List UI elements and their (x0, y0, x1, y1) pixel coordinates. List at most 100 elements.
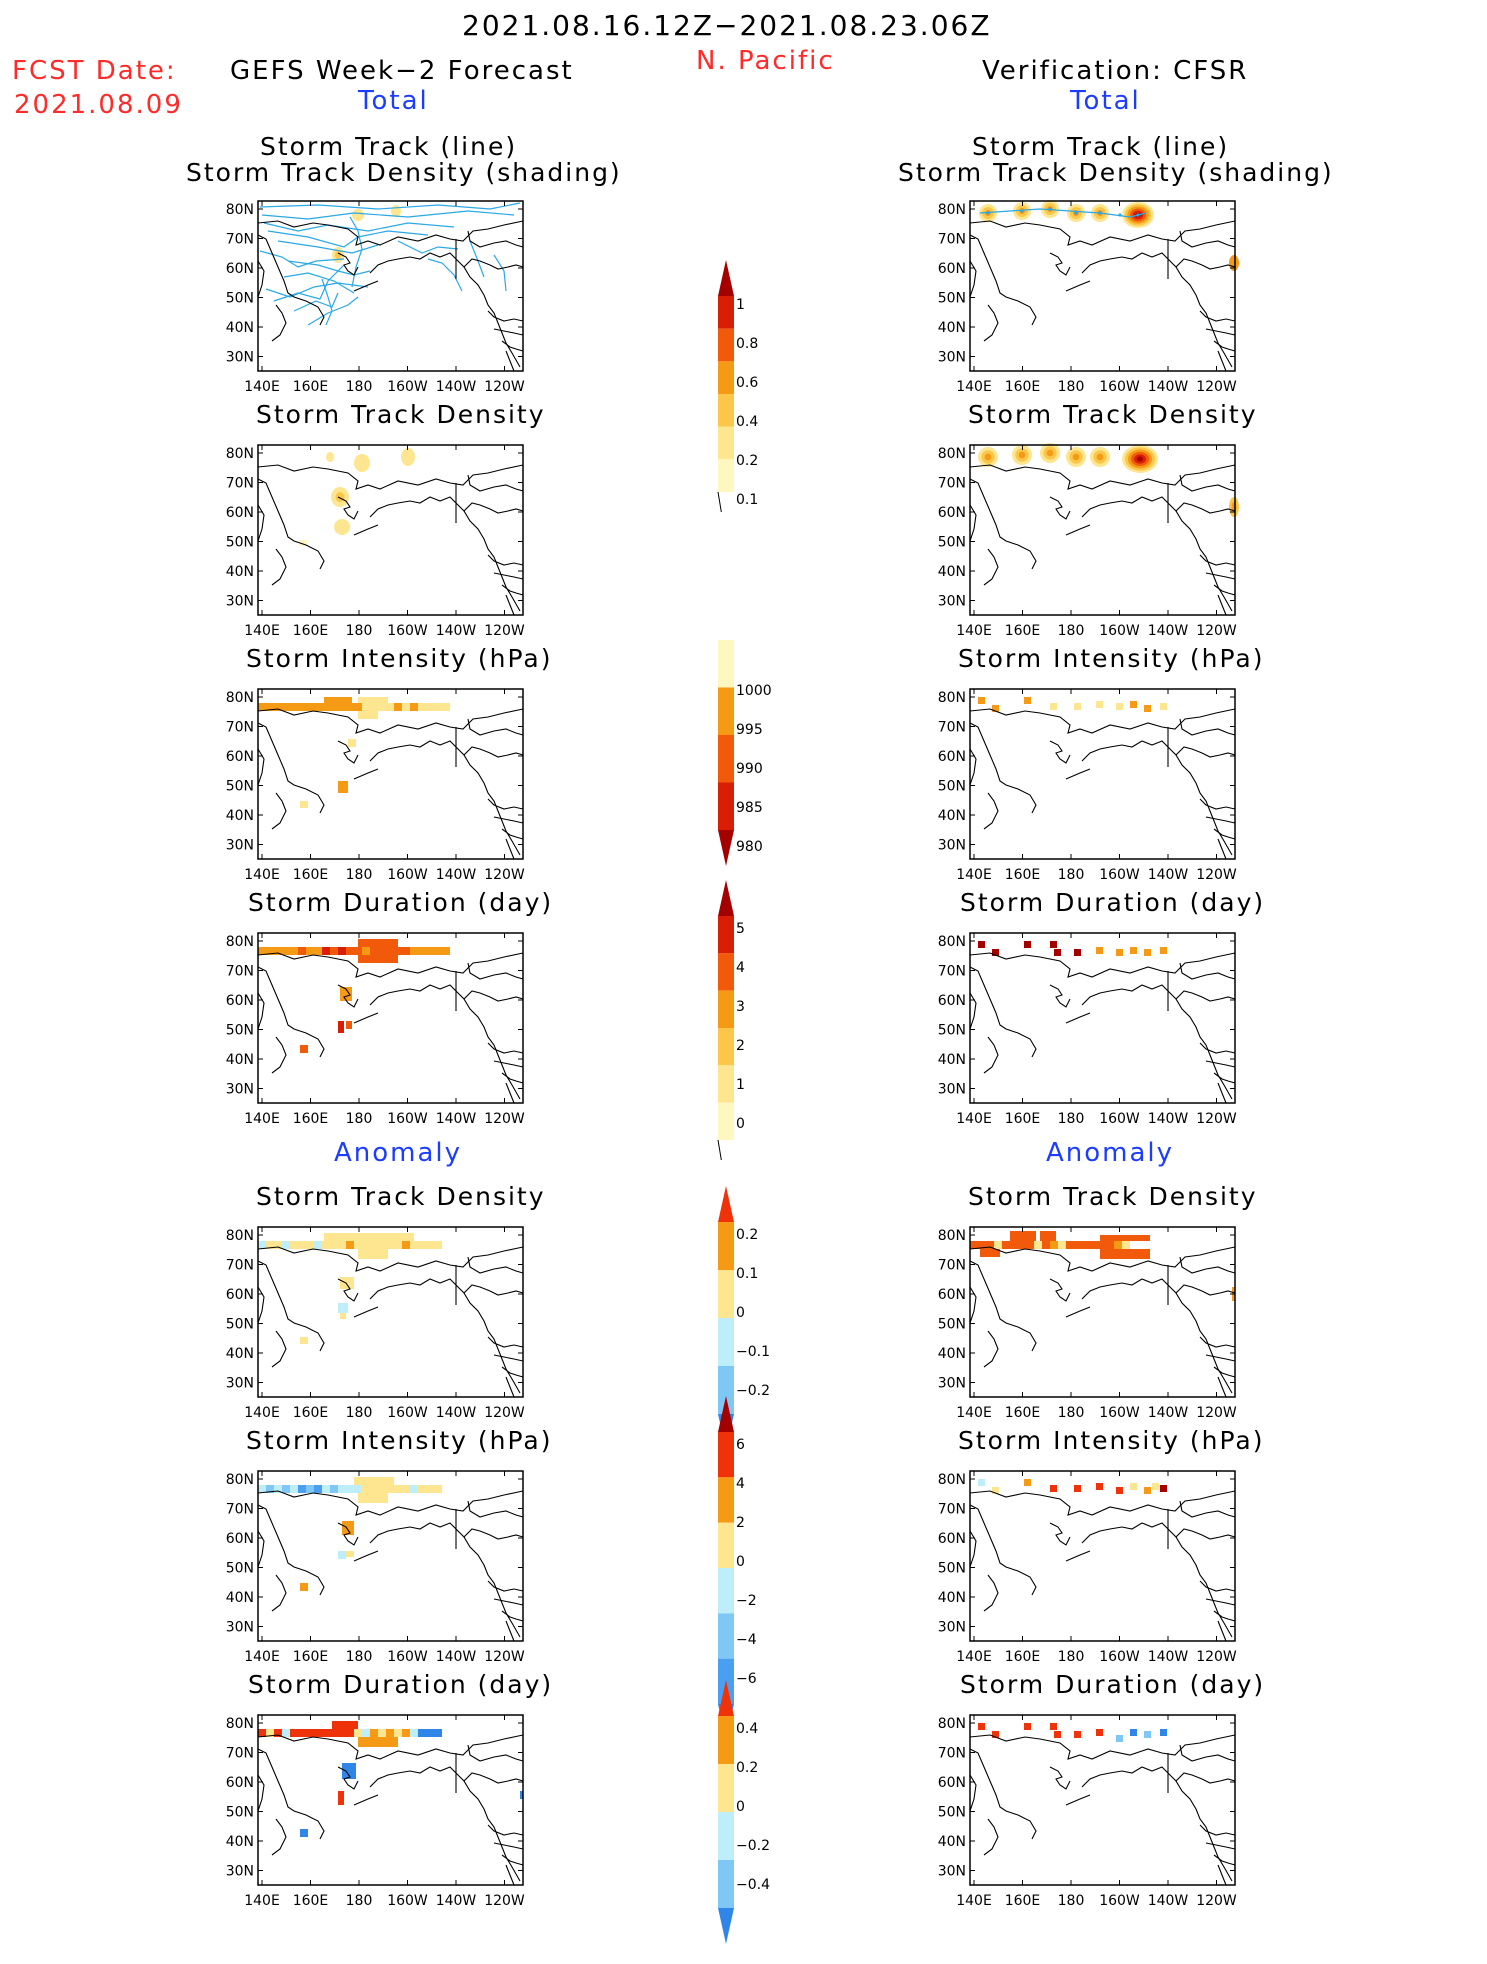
lon-tick-label: 140E (244, 623, 280, 639)
grid-cell (282, 947, 290, 955)
grid-cell (442, 947, 450, 955)
lon-tick-label: 160E (293, 1111, 329, 1127)
grid-cell (370, 1241, 378, 1249)
grid-cell (1074, 703, 1081, 710)
coastline (1205, 1060, 1236, 1068)
coastline (271, 1574, 287, 1612)
map-left-anom-intensity: 80N 70N 60N 50N 40N 30N 140E 160E 180 160W 140W 120… (208, 1466, 528, 1676)
lon-tick-label: 140W (436, 1111, 477, 1127)
map-svg: 80N 70N 60N 50N 40N 30N 140E 160E 180 160W 140W 120… (938, 932, 1237, 1127)
density-blob (984, 453, 992, 461)
grid-cell (358, 939, 398, 947)
map-right-track: 80N 70N 60N 50N 40N 30N 140E 160E 180 160W 140W 120… (920, 196, 1240, 406)
storm-track-line (273, 264, 345, 302)
grid-cell (1100, 1249, 1150, 1259)
colorbar-arrow-bottom (718, 1908, 734, 1944)
grid-cell (402, 1485, 410, 1493)
lon-tick-label: 160W (1099, 623, 1140, 639)
grid-cell (362, 1729, 370, 1737)
grid-cell (1096, 1729, 1103, 1736)
coastline (271, 304, 287, 342)
colorbar-segment (718, 735, 734, 783)
grid-cell (298, 1241, 306, 1249)
coastline (969, 260, 977, 298)
coastline (1049, 252, 1071, 276)
lat-tick-label: 60N (938, 261, 966, 277)
grid-cell (434, 1241, 442, 1249)
coastline (1217, 838, 1227, 860)
grid-cell (354, 703, 362, 711)
coastline (467, 1256, 524, 1274)
lat-tick-label: 60N (938, 1531, 966, 1547)
grid-cell (330, 1729, 338, 1737)
grid-cell (386, 1729, 394, 1737)
density-blob (1046, 449, 1054, 457)
grid-cell (434, 947, 442, 955)
lon-tick-label: 160E (1005, 379, 1041, 395)
density-blob (354, 454, 370, 472)
map-right-density: 80N 70N 60N 50N 40N 30N 140E 160E 180 160W 140W 120… (920, 440, 1240, 650)
grid-cell (300, 540, 307, 546)
colorbar-segment (718, 1522, 734, 1568)
colorbar-tick-label: −2 (736, 1593, 757, 1609)
map-svg: 80N 70N 60N 50N 40N 30N 140E 160E 180 160W 140W 120… (938, 443, 1239, 639)
lon-tick-label: 160W (387, 1405, 428, 1421)
coastline (1217, 1864, 1227, 1886)
map-right-anom-intensity: 80N 70N 60N 50N 40N 30N 140E 160E 180 160W 140W 120… (920, 1466, 1240, 1676)
coastline (463, 990, 524, 1002)
colorbar-arrow-top (718, 880, 734, 916)
colorbar-segment (718, 687, 734, 735)
grid-cell (354, 1485, 362, 1493)
coastline (467, 1744, 524, 1762)
grid-cell (992, 1731, 999, 1738)
coastline (969, 220, 1236, 246)
grid-cell (986, 1241, 994, 1249)
storm-track-line (493, 254, 507, 292)
grid-cell (266, 947, 274, 955)
coastline (467, 230, 524, 248)
lon-tick-label: 120W (484, 1649, 525, 1665)
lon-tick-label: 140W (1148, 1649, 1189, 1665)
grid-cell (402, 703, 410, 711)
grid-cell (1050, 1241, 1058, 1249)
colorbar-tick-label: 1 (736, 1077, 745, 1093)
coastline (257, 708, 524, 734)
grid-cell (1018, 1241, 1026, 1249)
grid-cell (306, 1729, 314, 1737)
left-anom-intensity-title: Storm Intensity (hPa) (246, 1426, 553, 1455)
left-duration-title: Storm Duration (day) (248, 888, 554, 917)
grid-cell (314, 947, 322, 955)
storm-track-point (1074, 211, 1078, 215)
grid-cell (410, 947, 418, 955)
coastline (983, 1818, 999, 1856)
coastline (983, 548, 999, 586)
map-svg: 80N 70N 60N 50N 40N 30N 140E 160E 180 160W 140W 120… (226, 444, 525, 639)
colorbar-segment (718, 1102, 734, 1140)
coastline (337, 252, 359, 276)
grid-cell (386, 703, 394, 711)
colorbar-tick-label: 0.6 (736, 375, 758, 391)
lat-tick-label: 30N (938, 594, 966, 610)
left-intensity-title: Storm Intensity (hPa) (246, 644, 553, 673)
lat-tick-label: 40N (226, 1590, 254, 1606)
coastline (1205, 1598, 1236, 1606)
right-anom-duration-title: Storm Duration (day) (960, 1670, 1266, 1699)
lat-tick-label: 80N (938, 1472, 966, 1488)
lon-tick-label: 160W (1099, 1649, 1140, 1665)
colorbar-segment (718, 394, 734, 427)
coastline (1213, 1366, 1236, 1378)
coastline (1175, 1284, 1236, 1296)
right-total-label: Total (1070, 86, 1141, 116)
density-blob (326, 452, 334, 462)
coastline (1199, 1336, 1236, 1348)
coastline (969, 504, 977, 542)
coastline (505, 1376, 515, 1398)
map-left-anom-density: 80N 70N 60N 50N 40N 30N 140E 160E 180 160W 140W 120… (208, 1222, 528, 1432)
lat-tick-label: 70N (226, 1258, 254, 1274)
coastline (1199, 1042, 1236, 1054)
fcst-date-label: FCST Date: (12, 56, 177, 86)
grid-cell (340, 1277, 354, 1289)
lon-tick-label: 120W (1196, 1649, 1237, 1665)
right-anomaly-label: Anomaly (1046, 1138, 1175, 1168)
grid-cell (362, 703, 370, 711)
